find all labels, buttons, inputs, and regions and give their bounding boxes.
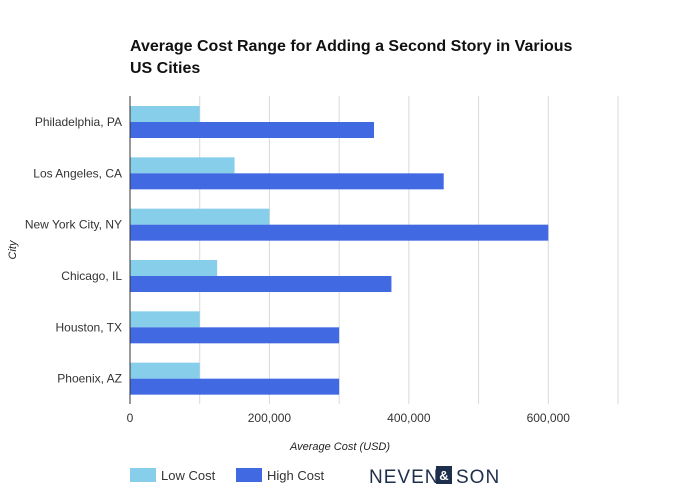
x-tick-label: 0 [127,411,134,425]
logo-mark: & [439,468,448,483]
logo-text-right: SON [456,467,500,488]
logo-text-left: NEVEN [369,467,439,488]
legend-swatch-low-cost [130,468,156,482]
logo-mark-box [436,466,452,484]
x-tick-label: 600,000 [527,411,571,425]
x-tick-label: 200,000 [248,411,292,425]
bar-low-cost [130,362,200,379]
bar-high-cost [130,378,340,395]
category-label: Los Angeles, CA [33,166,122,180]
x-tick-label: 400,000 [387,411,431,425]
bar-high-cost [130,122,374,138]
bar-low-cost [130,106,200,122]
bar-high-cost [130,224,549,241]
bar-low-cost [130,260,218,276]
bar-high-cost [130,327,340,344]
legend-label-low-cost: Low Cost [161,468,216,483]
category-label: Phoenix, AZ [57,372,122,386]
legend-label-high-cost: High Cost [267,468,324,483]
category-label: Philadelphia, PA [35,115,122,129]
chart-title: Average Cost Range for Adding a Second S… [130,38,573,77]
legend-swatch-high-cost [236,468,262,482]
y-axis-label: City [7,239,19,259]
bar-low-cost [130,157,235,174]
bar-high-cost [130,173,444,190]
bar-low-cost [130,208,270,225]
category-labels: Philadelphia, PA Los Angeles, CA New York … [25,115,122,386]
x-axis-label: Average Cost (USD) [289,441,390,453]
legend: Low Cost High Cost [130,468,324,483]
category-label: New York City, NY [25,218,122,232]
grid-lines [199,96,619,404]
category-label: Chicago, IL [61,269,122,283]
bar-low-cost [130,311,200,328]
neven-and-son-logo: NEVEN & SON [369,466,500,488]
bar-high-cost [130,276,392,292]
category-label: Houston, TX [56,320,122,334]
bars [130,106,549,395]
x-tick-labels: 0 200,000 400,000 600,000 [127,411,571,425]
